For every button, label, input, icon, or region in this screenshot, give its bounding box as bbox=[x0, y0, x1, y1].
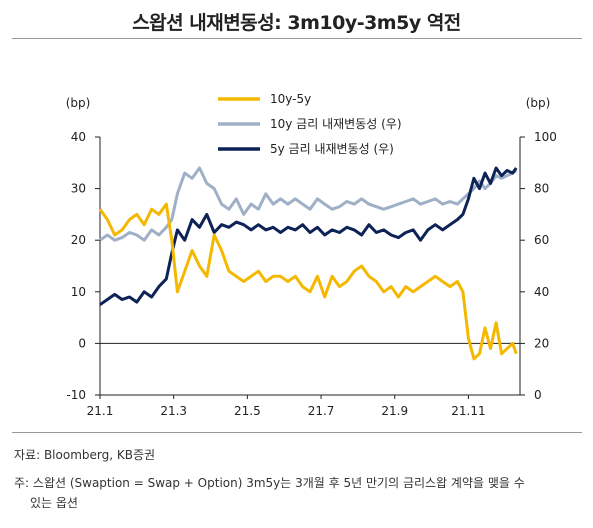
right-tick-label: 100 bbox=[534, 130, 557, 144]
right-axis-unit: (bp) bbox=[526, 96, 551, 110]
left-tick-label: -10 bbox=[66, 388, 86, 402]
source-note: 자료: Bloomberg, KB증권 bbox=[14, 448, 156, 462]
left-axis-unit: (bp) bbox=[66, 96, 91, 110]
right-tick-label: 60 bbox=[534, 233, 549, 247]
right-tick-label: 80 bbox=[534, 182, 549, 196]
left-tick-label: 40 bbox=[71, 130, 86, 144]
right-tick-label: 0 bbox=[534, 388, 542, 402]
series-line-1 bbox=[99, 166, 518, 242]
x-tick-label: 21.11 bbox=[451, 404, 485, 418]
x-tick-label: 21.1 bbox=[87, 404, 114, 418]
series-line-0 bbox=[98, 202, 518, 361]
legend-label-2: 5y 금리 내재변동성 (우) bbox=[270, 142, 394, 156]
legend-label-0: 10y-5y bbox=[270, 92, 311, 106]
x-tick-label: 21.9 bbox=[381, 404, 408, 418]
footnote-line-1: 주: 스왑션 (Swaption = Swap + Option) 3m5y는 … bbox=[14, 476, 525, 490]
legend-label-1: 10y 금리 내재변동성 (우) bbox=[270, 117, 402, 131]
title-divider bbox=[12, 38, 582, 39]
chart-title: 스왑션 내재변동성: 3m10y-3m5y 역전 bbox=[132, 12, 461, 34]
footnote-line-2: 있는 옵션 bbox=[30, 496, 78, 510]
footer-divider bbox=[12, 432, 582, 433]
chart-canvas: -10 0 10 20 30 40 0 20 40 60 80 100 (bp) (bp) 21.1 21.3… bbox=[66, 92, 557, 418]
right-tick-label: 40 bbox=[534, 285, 549, 299]
left-tick-label: 20 bbox=[71, 233, 86, 247]
x-tick-label: 21.5 bbox=[234, 404, 261, 418]
right-tick-label: 20 bbox=[534, 336, 549, 350]
x-tick-label: 21.7 bbox=[308, 404, 335, 418]
left-tick-label: 30 bbox=[71, 182, 86, 196]
x-tick-label: 21.3 bbox=[160, 404, 187, 418]
left-tick-label: 0 bbox=[78, 336, 86, 350]
left-tick-label: 10 bbox=[71, 285, 86, 299]
